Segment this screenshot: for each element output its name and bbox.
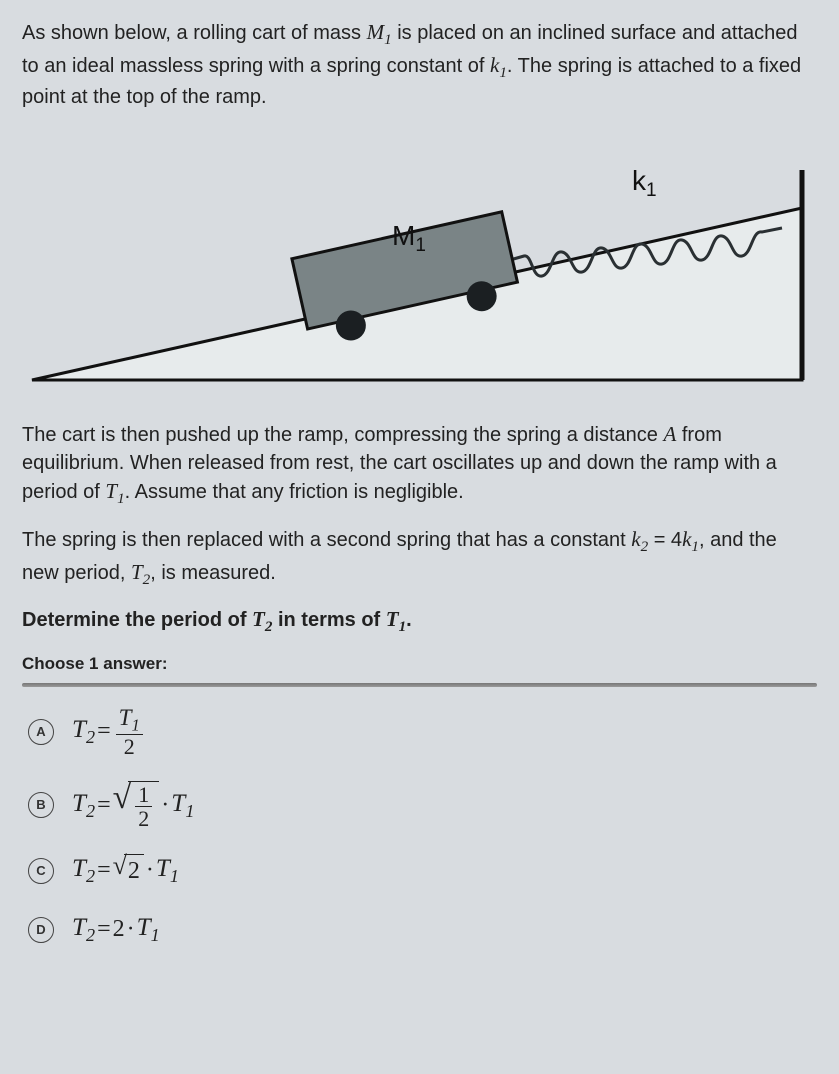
choice-c[interactable]: C T2 = √ 2 · T1 xyxy=(28,852,817,889)
a-num: T1 xyxy=(116,705,143,734)
k: k xyxy=(490,53,499,77)
k-sub: 1 xyxy=(499,65,507,81)
b-frac: 1 2 xyxy=(135,783,152,830)
b-dot: · xyxy=(161,789,169,822)
b-sqrt: √ 1 2 xyxy=(113,781,160,830)
t: T xyxy=(171,790,185,817)
b-num: 1 xyxy=(135,783,152,806)
choice-d-letter: D xyxy=(28,917,54,943)
s: 2 xyxy=(86,801,95,821)
p4a: Determine the period of xyxy=(22,609,252,631)
s: 1 xyxy=(131,716,139,735)
c-dot: · xyxy=(146,854,154,887)
choice-a-eq: T2 = T1 2 xyxy=(72,705,146,758)
k1s: 1 xyxy=(691,539,699,555)
p2a: The cart is then pushed up the ramp, com… xyxy=(22,424,663,446)
intro-1a: As shown below, a rolling cart of mass xyxy=(22,22,367,44)
spring-label: k1 xyxy=(632,165,657,201)
k2: k xyxy=(631,527,640,551)
t: T xyxy=(72,914,86,941)
t: T xyxy=(137,914,151,941)
c-t1: T1 xyxy=(156,852,179,889)
p4c: . xyxy=(406,609,412,631)
T2q: T2 xyxy=(252,607,272,631)
choice-d-eq: T2 = 2 · T1 xyxy=(72,911,160,948)
a-eq: = xyxy=(97,715,111,748)
t2: T xyxy=(131,560,143,584)
choice-c-letter: C xyxy=(28,858,54,884)
b-den: 2 xyxy=(135,807,152,830)
mass-label: M1 xyxy=(392,220,426,256)
s: 2 xyxy=(86,866,95,886)
ramp-diagram: M1 k1 xyxy=(22,130,817,399)
c-sqrt: √ 2 xyxy=(113,854,144,888)
b-t2: T2 xyxy=(72,787,95,824)
p3eq: = 4 xyxy=(648,529,682,551)
a-t2: T2 xyxy=(72,713,95,750)
mass-var: M1 xyxy=(367,20,392,44)
b-t1: T1 xyxy=(171,787,194,824)
s: 1 xyxy=(185,801,194,821)
choose-label: Choose 1 answer: xyxy=(22,652,817,675)
b-sqrt-body: 1 2 xyxy=(128,781,159,830)
choice-a[interactable]: A T2 = T1 2 xyxy=(28,705,817,758)
t: T xyxy=(119,704,132,730)
choice-b-eq: T2 = √ 1 2 · T1 xyxy=(72,781,194,830)
choice-a-letter: A xyxy=(28,719,54,745)
p3a: The spring is then replaced with a secon… xyxy=(22,529,631,551)
k1v: k1 xyxy=(682,527,699,551)
d-two: 2 xyxy=(113,913,125,946)
T1-var: T1 xyxy=(105,479,124,503)
paragraph-2: The cart is then pushed up the ramp, com… xyxy=(22,420,817,510)
t: T xyxy=(72,716,86,743)
p4b: in terms of xyxy=(272,609,385,631)
b-eq: = xyxy=(97,789,111,822)
p2c: . Assume that any friction is negligible… xyxy=(125,481,464,503)
question-prompt: Determine the period of T2 in terms of T… xyxy=(22,605,817,638)
amp-A: A xyxy=(663,422,676,446)
choice-d[interactable]: D T2 = 2 · T1 xyxy=(28,911,817,948)
q-t1: T xyxy=(386,607,399,631)
d-dot: · xyxy=(127,913,135,946)
c-eq: = xyxy=(97,854,111,887)
s: 1 xyxy=(151,925,160,945)
paragraph-3: The spring is then replaced with a secon… xyxy=(22,525,817,591)
sqrt-icon: √ xyxy=(113,783,132,832)
a-frac: T1 2 xyxy=(116,705,143,758)
d-eq: = xyxy=(97,913,111,946)
t: T xyxy=(156,855,170,882)
q-t2: T xyxy=(252,607,265,631)
d-t2: T2 xyxy=(72,911,95,948)
k2v: k2 xyxy=(631,527,648,551)
k1: k xyxy=(682,527,691,551)
choice-b-letter: B xyxy=(28,792,54,818)
m-sub: 1 xyxy=(384,32,392,48)
choice-c-eq: T2 = √ 2 · T1 xyxy=(72,852,179,889)
diagram-svg: M1 k1 xyxy=(22,130,817,390)
c-t2: T2 xyxy=(72,852,95,889)
t: T xyxy=(105,479,117,503)
d-t1: T1 xyxy=(137,911,160,948)
choice-b[interactable]: B T2 = √ 1 2 · T1 xyxy=(28,781,817,830)
intro-paragraph: As shown below, a rolling cart of mass M… xyxy=(22,18,817,112)
k2s: 2 xyxy=(641,539,649,555)
k-var: k1 xyxy=(490,53,507,77)
t-sub: 1 xyxy=(117,492,125,508)
m: M xyxy=(367,20,385,44)
divider-bar xyxy=(22,683,817,687)
a-den: 2 xyxy=(121,735,138,758)
t: T xyxy=(72,790,86,817)
T2v: T2 xyxy=(131,560,150,584)
sqrt-icon: √ xyxy=(113,854,127,888)
t: T xyxy=(72,855,86,882)
p3c: , is measured. xyxy=(150,562,276,584)
s: 1 xyxy=(170,866,179,886)
T1q: T1 xyxy=(386,607,406,631)
s: 2 xyxy=(86,925,95,945)
s: 2 xyxy=(86,727,95,747)
